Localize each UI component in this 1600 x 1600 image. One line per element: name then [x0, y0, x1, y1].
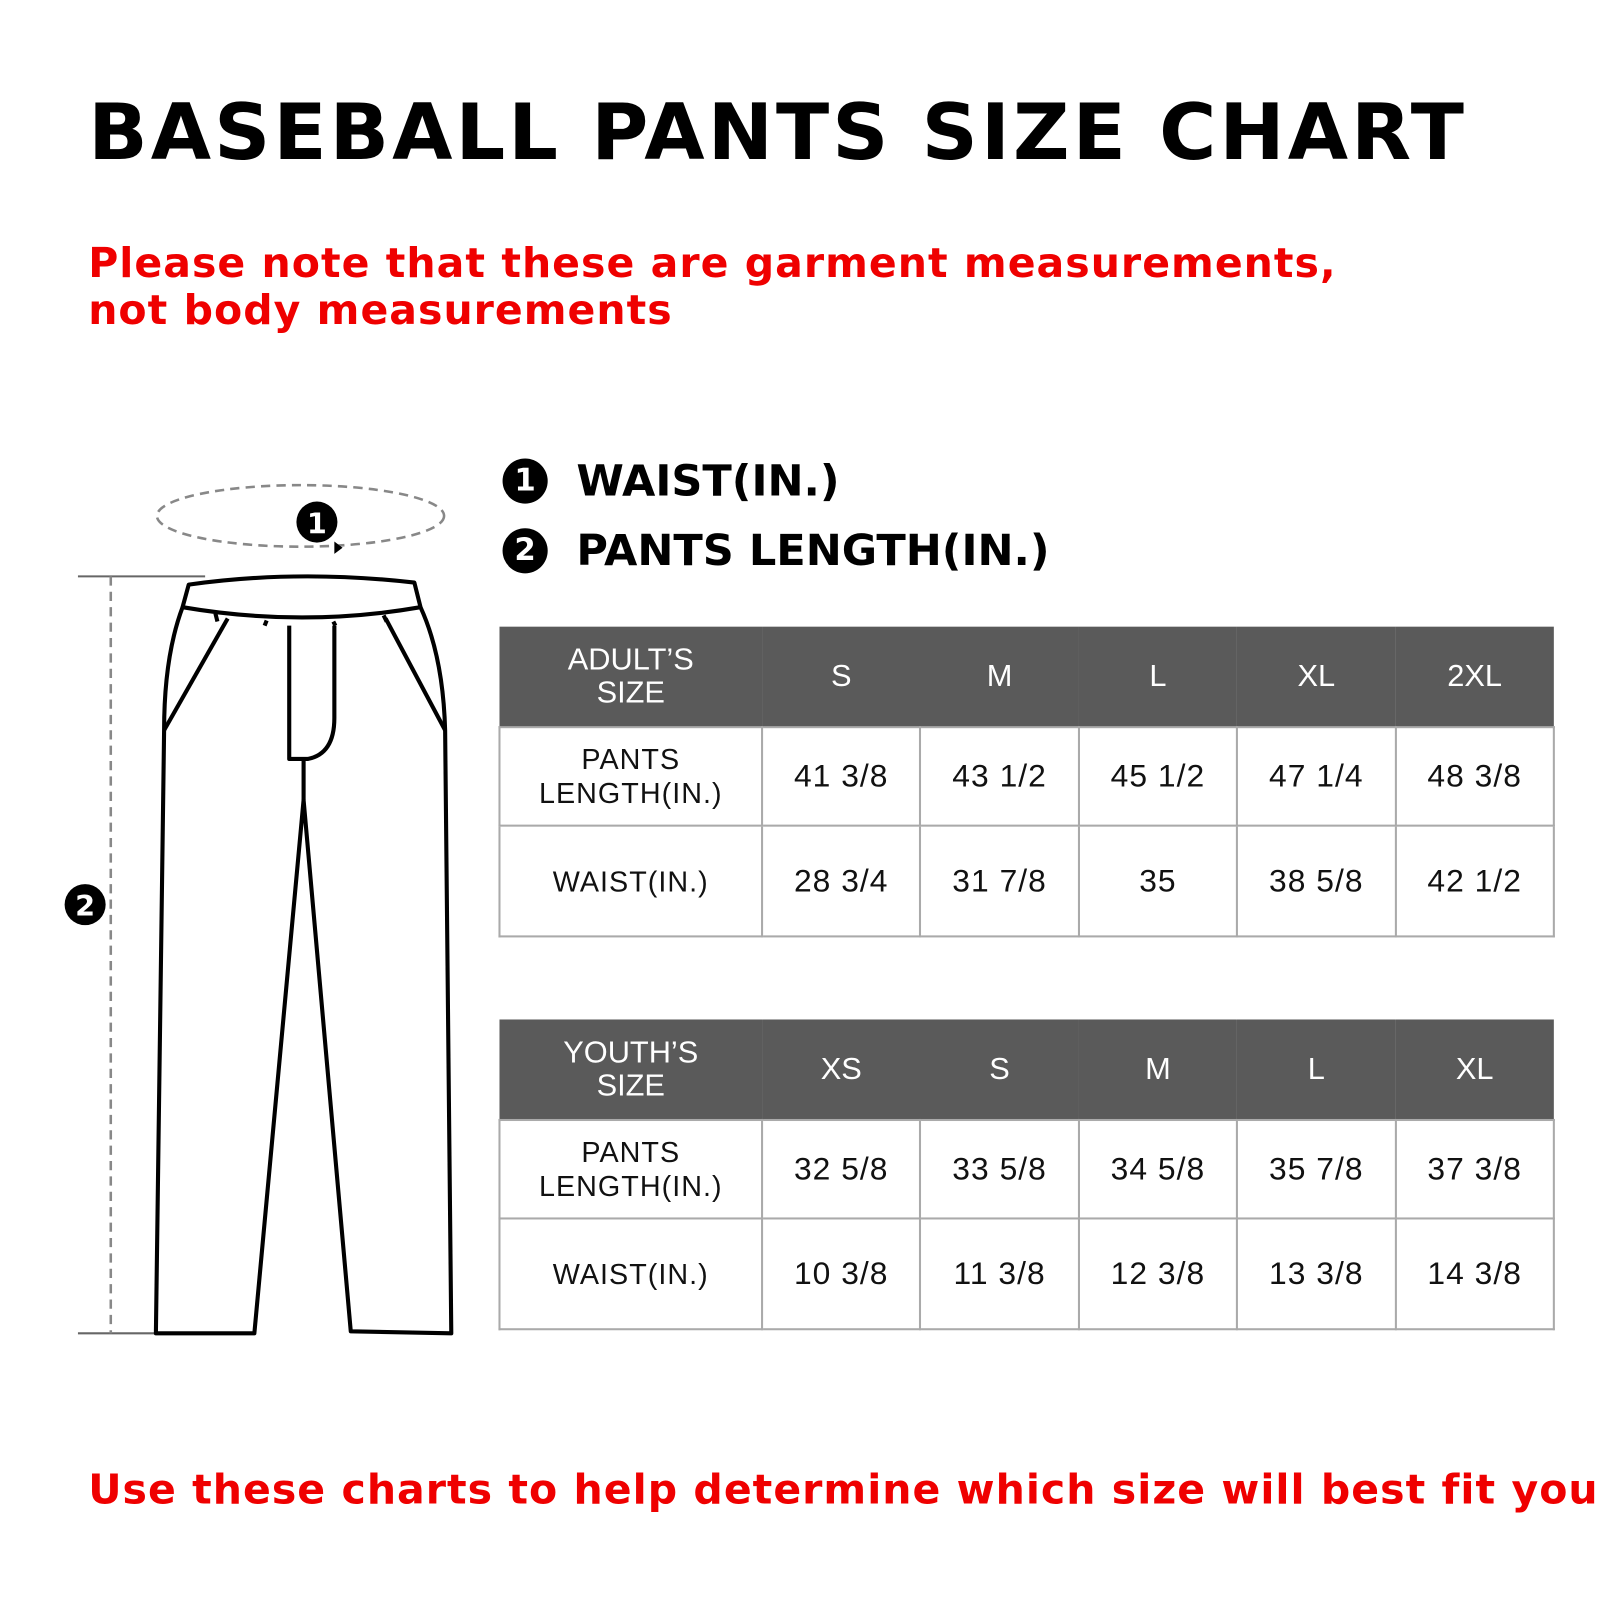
- cell: 42 1/2: [1394, 824, 1555, 938]
- cell: 43 1/2: [919, 726, 1080, 827]
- table-header: YOUTH’S SIZE XS S M L XL: [499, 1019, 1554, 1120]
- waist-measure-ellipse: [155, 483, 446, 548]
- row-label: PANTS LENGTH(IN.): [498, 726, 764, 827]
- table-row: PANTS LENGTH(IN.) 32 5/8 33 5/8 34 5/8 35 7/…: [498, 1118, 1555, 1220]
- row-label: WAIST(IN.): [498, 824, 764, 938]
- cell: 41 3/8: [761, 726, 922, 827]
- cell: 34 5/8: [1077, 1118, 1239, 1220]
- legend-pants-length: 2 PANTS LENGTH(IN.): [502, 525, 1050, 576]
- header-cell: 2XL: [1395, 626, 1554, 728]
- marker-1-icon: [296, 501, 338, 543]
- cell: 13 3/8: [1236, 1217, 1397, 1331]
- header-cell: L: [1078, 626, 1238, 728]
- cell: 38 5/8: [1236, 824, 1397, 938]
- pants-outline-icon: [153, 574, 454, 1336]
- cell: 37 3/8: [1394, 1118, 1555, 1220]
- legend-waist: 1 WAIST(IN.): [502, 455, 840, 506]
- header-cell: XS: [762, 1019, 921, 1120]
- table-header: ADULT’S SIZE S M L XL 2XL: [499, 626, 1554, 728]
- footer-note: Use these charts to help determine which…: [88, 1466, 1599, 1514]
- cell: 31 7/8: [919, 824, 1080, 938]
- table-row: WAIST(IN.) 28 3/4 31 7/8 35 38 5/8 42 1/2: [498, 824, 1555, 938]
- legend-label: WAIST(IN.): [576, 455, 840, 506]
- cell: 47 1/4: [1236, 726, 1397, 827]
- garment-note: Please note that these are garment measu…: [88, 239, 1337, 335]
- marker-2-text: 2: [75, 889, 95, 923]
- header-cell: S: [762, 626, 921, 728]
- cell: 48 3/8: [1394, 726, 1555, 827]
- cell: 14 3/8: [1394, 1217, 1555, 1331]
- header-cell: M: [920, 626, 1079, 728]
- header-cell: YOUTH’S SIZE: [499, 1019, 763, 1120]
- table-row: WAIST(IN.) 10 3/8 11 3/8 12 3/8 13 3/8 14 3/8: [498, 1217, 1555, 1331]
- cell: 10 3/8: [761, 1217, 922, 1331]
- cell: 28 3/4: [761, 824, 922, 938]
- marker-1-icon: 1: [502, 457, 548, 504]
- cell: 35: [1077, 824, 1239, 938]
- adult-size-table: ADULT’S SIZE S M L XL 2XL PANTS LENGTH(IN.) 41…: [498, 626, 1555, 938]
- cell: 12 3/8: [1077, 1217, 1239, 1331]
- cell: 32 5/8: [761, 1118, 922, 1220]
- legend-label: PANTS LENGTH(IN.): [576, 525, 1050, 576]
- cell: 35 7/8: [1236, 1118, 1397, 1220]
- header-cell: M: [1078, 1019, 1238, 1120]
- header-cell: L: [1237, 1019, 1396, 1120]
- marker-2-icon: [64, 884, 106, 926]
- cell: 33 5/8: [919, 1118, 1080, 1220]
- marker-2-icon: 2: [502, 527, 548, 573]
- row-label: PANTS LENGTH(IN.): [498, 1118, 764, 1220]
- table-row: PANTS LENGTH(IN.) 41 3/8 43 1/2 45 1/2 47 1/…: [498, 726, 1555, 827]
- cell: 11 3/8: [919, 1217, 1080, 1331]
- header-cell: S: [920, 1019, 1079, 1120]
- page-title: BASEBALL PANTS SIZE CHART: [88, 86, 1467, 178]
- pants-diagram: 1 2: [64, 483, 454, 1336]
- waist-arrow-icon: [334, 541, 343, 554]
- row-label: WAIST(IN.): [498, 1217, 764, 1331]
- youth-size-table: YOUTH’S SIZE XS S M L XL PANTS LENGTH(IN.) 32 …: [498, 1019, 1555, 1331]
- header-cell: XL: [1237, 626, 1396, 728]
- marker-1-text: 1: [307, 506, 327, 540]
- header-cell: ADULT’S SIZE: [499, 626, 763, 728]
- header-cell: XL: [1395, 1019, 1554, 1120]
- cell: 45 1/2: [1077, 726, 1239, 827]
